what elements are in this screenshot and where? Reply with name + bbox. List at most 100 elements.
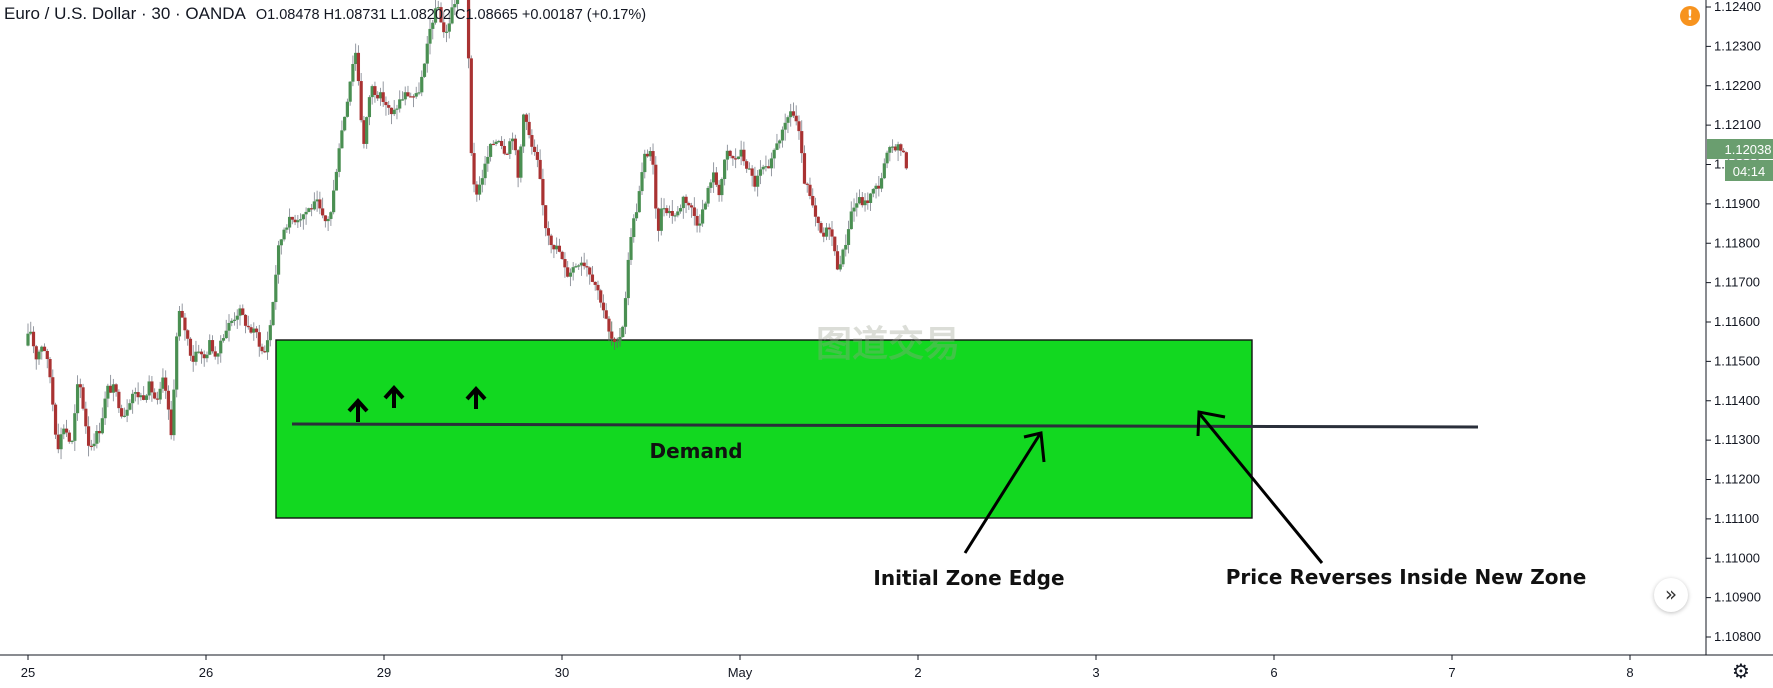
candlestick [607, 316, 611, 342]
candlestick [535, 144, 539, 168]
candlestick [758, 160, 763, 185]
candlestick [466, 0, 471, 69]
double-chevron-right-icon[interactable]: » [1654, 578, 1688, 612]
countdown-tag [1725, 160, 1773, 181]
candlestick [147, 375, 151, 400]
candlestick [511, 132, 515, 150]
candlestick [210, 335, 215, 354]
candlestick [477, 176, 482, 201]
candlestick [387, 100, 391, 115]
candlestick [161, 368, 165, 393]
price-tick-label: 1.11100 [1714, 511, 1759, 526]
candlestick [365, 116, 369, 149]
current-price-text: 1.12038 [1725, 142, 1772, 157]
initial-zone-edge-line [291, 422, 1479, 429]
candlestick [491, 140, 495, 146]
candlestick [293, 214, 297, 226]
candlestick [480, 169, 484, 193]
candlestick [265, 331, 270, 360]
candlestick [538, 149, 542, 180]
candlestick [475, 181, 479, 202]
candlestick [114, 383, 118, 397]
candlestick [433, 0, 438, 25]
alert-icon[interactable]: ! [1680, 6, 1700, 26]
candlestick [687, 201, 691, 211]
candlestick [455, 0, 460, 15]
candlestick [513, 134, 517, 156]
candlestick [629, 228, 633, 265]
candlestick [186, 329, 190, 346]
candlestick [508, 138, 512, 160]
candlestick [89, 439, 93, 451]
candlestick [778, 139, 782, 149]
candlestick [48, 356, 52, 384]
candlestick [235, 309, 239, 329]
candlestick [852, 198, 856, 222]
candlestick [566, 261, 570, 278]
price-tick-label: 1.11400 [1714, 393, 1760, 408]
candlestick [257, 324, 261, 357]
watermark: 图道交易 [816, 323, 960, 365]
candlestick [747, 162, 752, 170]
candlestick [310, 203, 314, 217]
candlestick [904, 151, 908, 170]
candlestick [728, 149, 732, 159]
candlestick [709, 179, 713, 194]
candlestick [846, 220, 851, 254]
candlestick [750, 165, 754, 187]
candlestick [117, 389, 121, 413]
price-tick-label: 1.11200 [1714, 472, 1760, 487]
candlestick [888, 145, 892, 162]
candlestick [301, 213, 305, 230]
candlestick [698, 214, 702, 233]
candlestick [70, 439, 74, 445]
candlestick [175, 332, 179, 398]
candlestick [243, 314, 248, 334]
time-tick-label: 7 [1448, 665, 1455, 680]
candlestick [122, 407, 126, 418]
candlestick [731, 155, 735, 166]
time-tick-label: May [728, 665, 753, 680]
candlestick [131, 389, 135, 414]
candlestick [739, 140, 743, 166]
candlestick [890, 139, 895, 153]
gear-icon[interactable]: ⚙ [1732, 659, 1750, 683]
candlestick [403, 86, 407, 106]
candlestick [665, 205, 669, 216]
candlestick [659, 197, 663, 236]
candlestick [893, 144, 897, 152]
candlestick [621, 325, 625, 338]
candlestick [425, 35, 429, 73]
candlestick [835, 245, 840, 271]
demand-zone [275, 339, 1253, 519]
candlestick [527, 112, 531, 139]
candlestick [736, 156, 740, 160]
candlestick [703, 201, 707, 210]
candlestick [695, 208, 699, 233]
symbol-title[interactable]: Euro / U.S. Dollar · 30 · OANDA [4, 4, 246, 23]
candlestick [442, 11, 446, 38]
candlestick [348, 81, 352, 106]
price-tick-label: 1.11600 [1714, 314, 1760, 329]
candlestick [720, 177, 724, 202]
candlestick [180, 303, 184, 318]
initial-edge-arrow [963, 431, 1046, 554]
candlestick [213, 346, 217, 360]
candlestick [216, 353, 220, 365]
candlestick [791, 102, 796, 118]
candlestick [417, 82, 421, 96]
candlestick [73, 404, 77, 451]
candlestick [533, 139, 537, 156]
candlestick [488, 143, 493, 162]
candlestick [725, 144, 729, 171]
candlestick [271, 301, 275, 327]
candlestick [329, 211, 333, 226]
candlestick [219, 335, 223, 363]
candlestick [830, 220, 834, 247]
candlestick [155, 391, 160, 405]
candlestick [692, 197, 696, 226]
time-tick-label: 29 [377, 665, 391, 680]
candlestick [444, 24, 449, 43]
candlestick [307, 207, 311, 213]
